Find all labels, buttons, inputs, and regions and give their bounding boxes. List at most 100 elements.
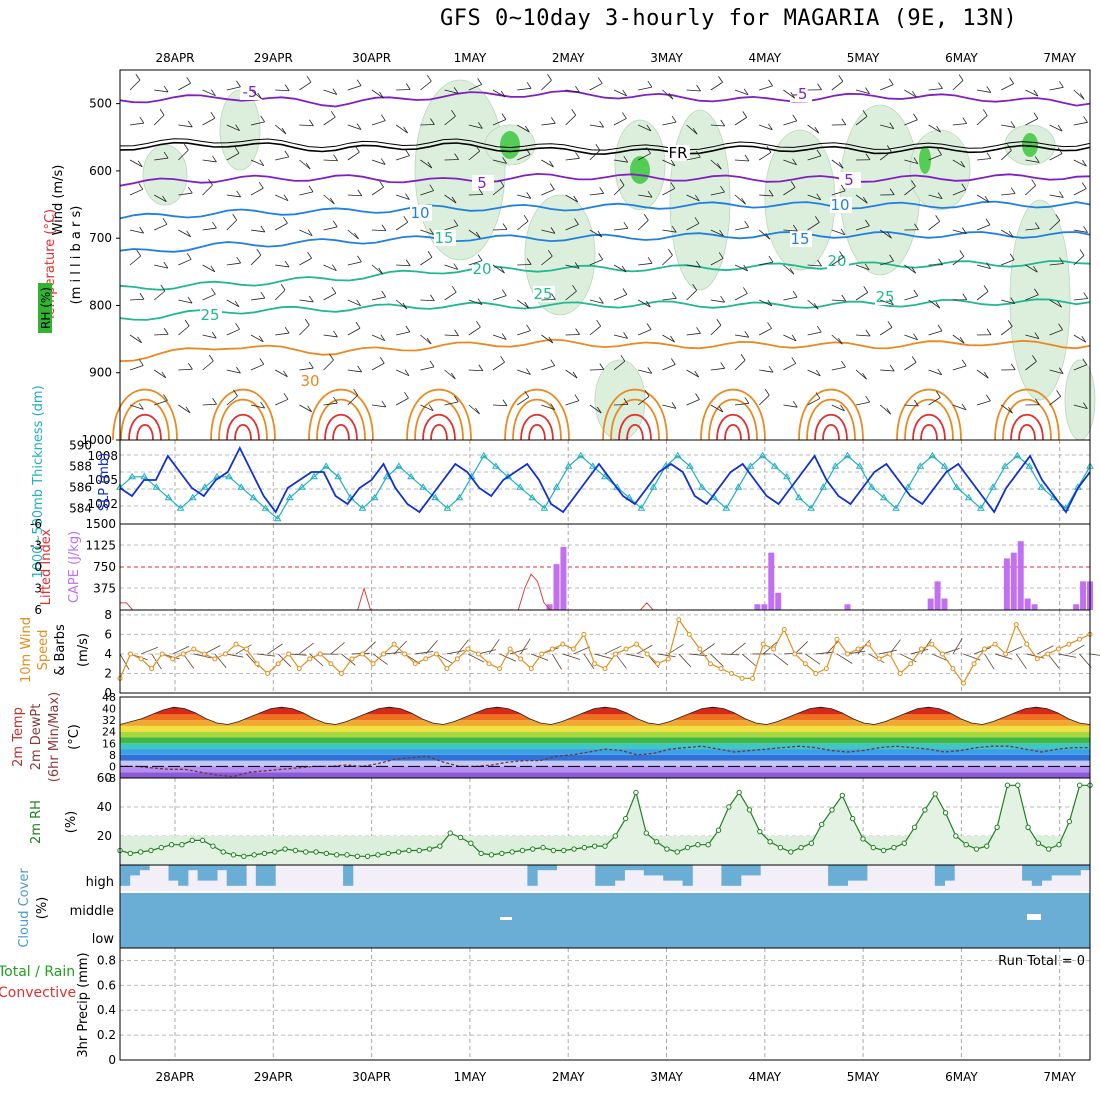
rh-point: [963, 842, 969, 848]
cape-bar: [927, 598, 934, 610]
thickness-point: [334, 472, 343, 480]
wind-barb: [807, 369, 821, 377]
wind-barb-flag: [571, 109, 577, 116]
wind-barb-10m: [1005, 646, 1023, 655]
wind-barb: [275, 89, 290, 92]
wind-barb: [710, 324, 722, 336]
wind-barb: [976, 158, 991, 161]
wind-barb-flag: [258, 181, 264, 189]
cloud-high-bar: [643, 865, 654, 876]
temp-tick-label: 8: [109, 749, 116, 762]
wind-barb-flag: [838, 162, 844, 169]
ylabel-wind: Wind (m/s): [51, 165, 66, 236]
ylabel-millibars: (m i l l i b a r s): [69, 206, 84, 305]
wind-barb-10m: [1015, 653, 1027, 669]
wind-barb: [226, 219, 237, 231]
wind-speed-point: [718, 666, 724, 672]
wind-barb: [1049, 329, 1063, 336]
wind-barb: [952, 189, 966, 196]
wind-speed-point: [201, 651, 207, 657]
boundary-isotherm: [504, 388, 570, 441]
contour-label: 5: [844, 171, 854, 189]
ylabel-rh2m-unit: (%): [64, 811, 79, 834]
isotherm-30: [119, 338, 1091, 363]
rh-shading-high: [1022, 133, 1038, 157]
thickness-point: [516, 483, 525, 490]
wind-barb-10m: [657, 653, 676, 658]
wind-barb-10m: [900, 653, 917, 663]
boundary-isotherm: [610, 398, 660, 441]
thickness-point: [1037, 483, 1046, 490]
wind-barb: [880, 84, 894, 91]
wind-barb-flag: [281, 127, 287, 135]
wind-barb-10m: [372, 653, 388, 665]
wind-barb: [154, 400, 168, 406]
rh-point: [1056, 842, 1062, 848]
wind-barb-flag: [1055, 214, 1061, 221]
wind-barb-flag: [478, 364, 484, 371]
wind-barb-flag: [985, 218, 991, 225]
wind-barb-flag: [403, 215, 409, 223]
temp-line: [119, 706, 1091, 725]
wind-barb: [1073, 159, 1087, 167]
cloud-mid-low-block: [120, 893, 1090, 948]
wind-barb-flag: [426, 337, 432, 345]
wind-barb: [299, 124, 314, 127]
wind-barb-flag: [1079, 249, 1085, 256]
wind-speed-point: [191, 646, 197, 652]
contour-label-bg: [434, 230, 456, 246]
wind-barb-flag: [236, 256, 241, 264]
ylabel-wind-a: 10m Wind: [19, 617, 34, 683]
wind-barb-flag: [793, 224, 798, 232]
rh-point: [334, 852, 340, 858]
wind-barb-flag: [186, 230, 191, 238]
cloud-high-bar: [1051, 865, 1062, 876]
wind-speed-point: [897, 670, 903, 676]
wind-barb: [323, 116, 336, 126]
cloud-high-bar: [740, 865, 751, 876]
wind-barb: [1049, 369, 1064, 375]
wind-barb-flag: [575, 152, 580, 159]
rh-point: [1004, 782, 1011, 788]
wind-barb-flag: [574, 218, 579, 225]
precip-frame: [119, 947, 1091, 1061]
contour-label-bg: [790, 86, 812, 102]
contour-label-bg: [472, 175, 494, 191]
wind-speed-point: [602, 666, 608, 672]
wind-barb-flag: [235, 124, 240, 131]
isotherm-10: [119, 200, 1091, 220]
wind-barb: [274, 124, 287, 135]
cape-tick-label: 375: [93, 582, 116, 596]
wind-barb-flag: [550, 227, 556, 234]
rh-point: [230, 852, 237, 858]
thickness-tick-label: 588: [69, 459, 92, 473]
wind-barb-flag: [212, 398, 217, 405]
wind-speed-point: [813, 670, 819, 676]
wind-barb-flag: [815, 369, 821, 377]
wind-barb-flag: [163, 328, 169, 335]
wind-barb-10m: [984, 653, 995, 670]
wind-barb-flag: [136, 249, 142, 257]
wind-speed-point: [159, 651, 165, 657]
wind-barb-flag: [332, 264, 337, 271]
cloud-high-bar: [1031, 865, 1042, 886]
thickness-point: [685, 462, 694, 469]
cloud-high-bar: [343, 865, 354, 886]
wind-barb: [662, 229, 677, 233]
wind-barb-flag: [938, 258, 943, 265]
rh-point: [984, 843, 990, 849]
wind-barb-flag: [379, 180, 384, 188]
rh-point: [1025, 824, 1031, 830]
wind-speed-point: [528, 666, 534, 672]
wind-barb: [323, 334, 338, 338]
thickness-point: [1013, 451, 1022, 459]
wind-barb-flag: [841, 118, 847, 125]
wind-barb-10m: [140, 646, 158, 655]
temp-band: [120, 754, 1090, 761]
cape-bar: [560, 546, 567, 610]
wind-speed-point: [254, 661, 260, 667]
wind-barb-10m: [1058, 653, 1077, 658]
contour-label: 25: [875, 288, 894, 306]
wind-barb: [759, 299, 773, 307]
wind-barb: [638, 262, 653, 266]
